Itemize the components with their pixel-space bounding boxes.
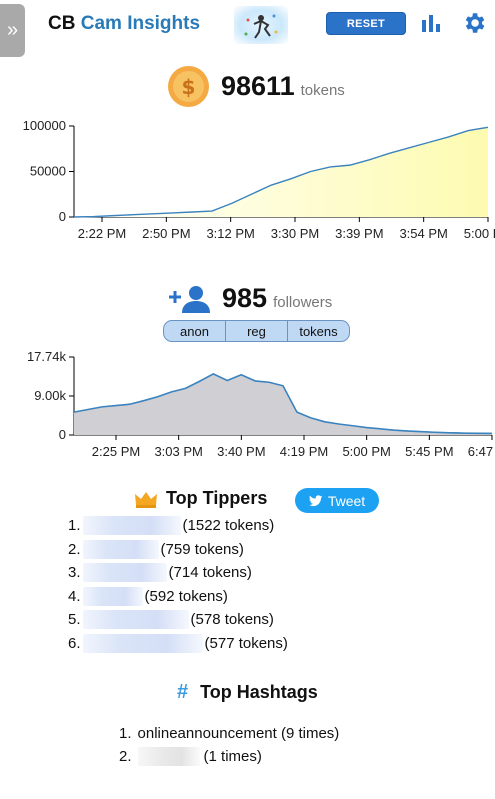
x-tick-label: 2:22 PM	[78, 226, 126, 241]
x-tick-label: 3:39 PM	[335, 226, 383, 241]
x-tick-label: 2:50 PM	[142, 226, 190, 241]
x-tick-label: 3:12 PM	[206, 226, 254, 241]
redacted-username	[82, 633, 203, 653]
app-title: CB Cam Insights	[48, 13, 200, 35]
rank: 2.	[119, 748, 132, 765]
top-hashtags-heading: # Top Hashtags	[177, 681, 318, 704]
reset-button[interactable]: RESET	[326, 12, 406, 35]
y-tick-label: 9.00k	[34, 388, 66, 403]
stats-icon[interactable]	[420, 12, 442, 34]
tip-amount: (714 tokens)	[168, 564, 252, 582]
redacted-username	[82, 586, 143, 606]
x-tick-label: 4:19 PM	[280, 444, 328, 459]
rank: 3.	[68, 564, 81, 582]
rank: 5.	[68, 611, 81, 629]
list-item: 1. onlineannouncement (9 times)	[119, 722, 339, 745]
tip-amount: (592 tokens)	[144, 587, 228, 605]
gear-icon[interactable]	[461, 10, 487, 36]
list-item: 6. (577 tokens)	[68, 632, 288, 656]
tip-amount: (578 tokens)	[190, 611, 274, 629]
series-area	[74, 127, 488, 217]
top-tippers-title: Top Tippers	[166, 488, 268, 508]
rank: 1.	[68, 517, 81, 535]
followers-unit: followers	[273, 294, 333, 311]
redacted-username	[82, 610, 189, 630]
top-tippers-list: 1. (1522 tokens) 2. (759 tokens) 3. (714 to…	[68, 514, 288, 655]
logo-image	[234, 6, 288, 44]
redacted-username	[82, 563, 167, 583]
tweet-label: Tweet	[327, 492, 366, 509]
tip-amount: (759 tokens)	[160, 540, 244, 558]
list-item: 3. (714 tokens)	[68, 561, 288, 585]
tweet-button[interactable]: Tweet	[295, 488, 379, 513]
follower-type-toggle: anon reg tokens	[163, 320, 350, 342]
y-tick-label: 0	[59, 209, 66, 224]
redacted-username	[82, 516, 181, 536]
series-line	[73, 372, 493, 435]
list-item: 4. (592 tokens)	[68, 585, 288, 609]
list-item: 2. (759 tokens)	[68, 538, 288, 562]
toggle-tokens[interactable]: tokens	[299, 323, 338, 339]
x-tick-label: 5:00 PM	[342, 444, 390, 459]
expand-sidebar-button[interactable]: »	[0, 4, 25, 57]
toggle-anon[interactable]: anon	[164, 321, 226, 341]
x-tick-label: 5:45 PM	[405, 444, 453, 459]
top-hashtags-title: Top Hashtags	[200, 682, 318, 702]
x-tick-label: 3:54 PM	[399, 226, 447, 241]
token-summary: $ 98611 tokens	[168, 66, 345, 107]
x-tick-label: 3:40 PM	[217, 444, 265, 459]
redacted-hashtag	[137, 747, 200, 766]
token-count: 98611	[221, 71, 295, 101]
y-tick-label: 17.74k	[27, 349, 67, 364]
y-tick-label: 0	[59, 427, 66, 442]
followers-count: 985	[222, 283, 268, 313]
list-item: 2. (1 times)	[119, 745, 339, 768]
expand-icon: »	[6, 19, 19, 41]
toggle-reg[interactable]: reg	[226, 321, 288, 341]
brand-name: Cam Insights	[80, 13, 201, 34]
x-tick-label: 3:03 PM	[154, 444, 202, 459]
y-tick-label: 100000	[23, 118, 66, 133]
rank: 1.	[119, 725, 132, 742]
token-unit: tokens	[300, 82, 345, 99]
hashtag-count: (1 times)	[203, 748, 262, 765]
followers-summary: 985 followers	[168, 283, 332, 314]
tip-amount: (1522 tokens)	[182, 517, 275, 535]
coin-symbol: $	[173, 71, 204, 102]
top-hashtags-list: 1. onlineannouncement (9 times) 2. (1 time…	[119, 722, 339, 768]
series-area	[74, 373, 492, 435]
list-item: 5. (578 tokens)	[68, 608, 288, 632]
x-tick-label: 5:00 PM	[464, 226, 495, 241]
crown-icon	[135, 491, 157, 508]
coin-icon: $	[168, 66, 209, 107]
list-item: 1. (1522 tokens)	[68, 514, 288, 538]
x-tick-label: 3:30 PM	[271, 226, 319, 241]
add-user-icon	[169, 285, 210, 313]
hashtag-icon: #	[177, 681, 189, 703]
hashtag-entry: onlineannouncement (9 times)	[137, 725, 340, 742]
series-line	[73, 126, 489, 218]
redacted-username	[82, 539, 159, 559]
y-tick-label: 50000	[30, 164, 66, 179]
rank: 4.	[68, 587, 81, 605]
followers-chart: 0 9.00k 17.74k 2:25 PM 3:03 PM 3:40 PM 4:19 PM…	[27, 349, 495, 459]
rank: 6.	[68, 634, 81, 652]
top-tippers-heading: Top Tippers	[134, 488, 267, 509]
rank: 2.	[68, 540, 81, 558]
x-tick-label: 6:47 PM	[468, 444, 495, 459]
x-tick-label: 2:25 PM	[92, 444, 140, 459]
token-chart: 0 50000 100000 2:22 PM 2:50 PM 3:12 PM 3:30 PM…	[23, 118, 495, 241]
brand-prefix: CB	[48, 13, 76, 34]
twitter-icon	[308, 494, 323, 506]
tip-amount: (577 tokens)	[204, 634, 288, 652]
